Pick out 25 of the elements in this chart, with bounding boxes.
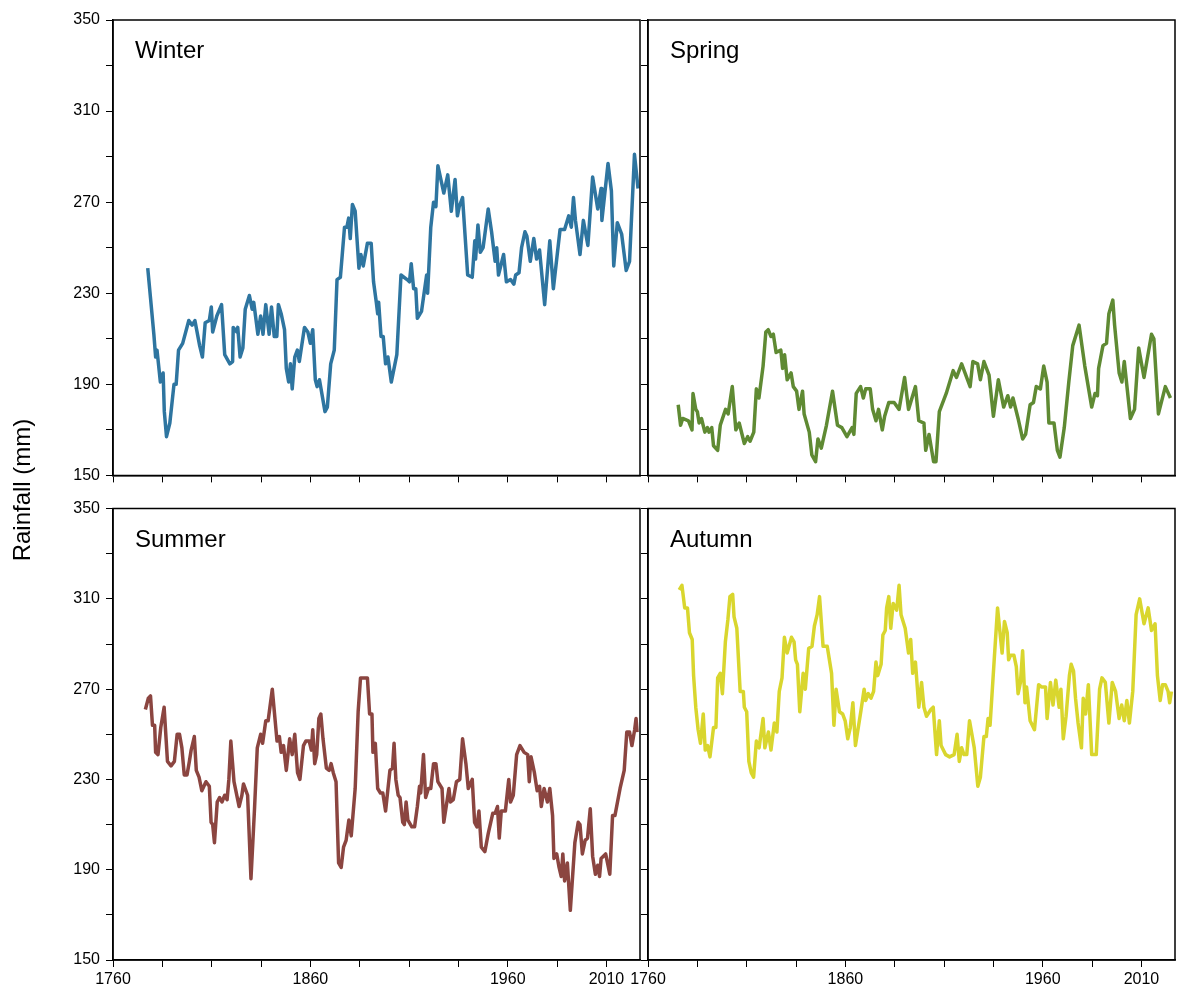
x-tick-label: 1760	[630, 970, 666, 988]
x-tick-label: 1860	[292, 970, 329, 988]
y-tick-label: 350	[73, 499, 101, 517]
text: Autumn	[670, 524, 753, 552]
y-tick-label: 230	[73, 769, 101, 787]
y-axis-title: Rainfall (mm)	[8, 418, 36, 562]
text: Spring	[670, 36, 740, 63]
y-tick-label: 270	[73, 679, 101, 697]
x-tick-label: 2010	[1123, 970, 1160, 988]
y-tick-label: 270	[73, 192, 101, 210]
y-tick-label: 190	[73, 374, 101, 392]
y-tick-label: 150	[73, 950, 101, 968]
y-tick-label: 150	[73, 465, 101, 483]
y-tick-label: 310	[73, 101, 101, 119]
x-tick-label: 1960	[489, 970, 526, 988]
text: Summer	[135, 524, 226, 552]
y-tick-label: 310	[73, 589, 101, 607]
x-tick-label: 1860	[827, 970, 864, 988]
x-tick-label: 1960	[1024, 970, 1061, 988]
y-tick-label: 350	[73, 10, 101, 28]
text: Winter	[135, 36, 205, 63]
y-tick-label: 230	[73, 283, 101, 301]
x-tick-label: 2010	[588, 970, 625, 988]
y-tick-label: 190	[73, 860, 101, 878]
x-tick-label: 1760	[95, 970, 131, 988]
